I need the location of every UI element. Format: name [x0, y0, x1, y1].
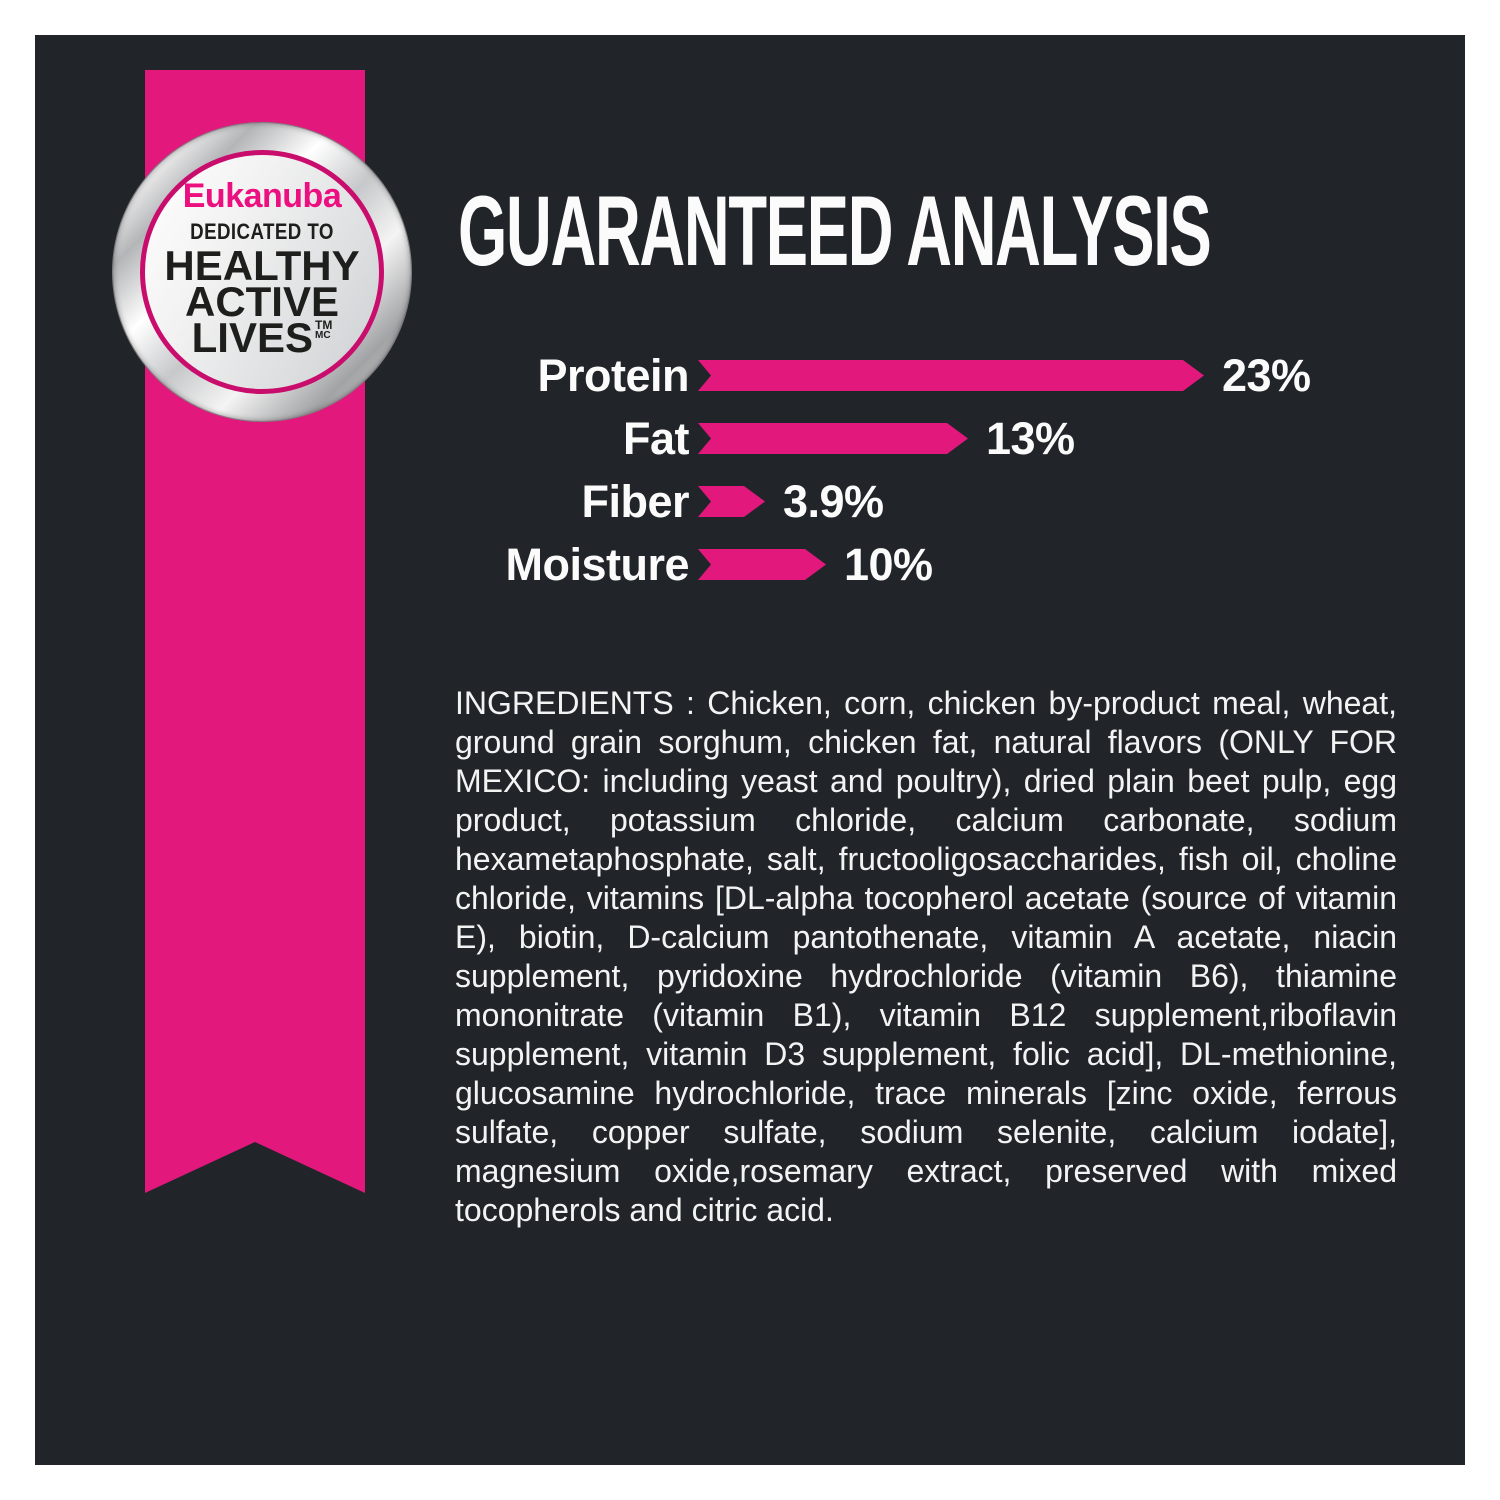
seal-tagline-line: ACTIVE [184, 278, 339, 325]
seal-tagline-lives: LIVES [191, 314, 314, 361]
analysis-bar [698, 423, 968, 454]
analysis-label: Fiber [581, 475, 689, 527]
analysis-value: 13% [986, 412, 1075, 464]
seal-tagline-line: LIVES TM MC [113, 317, 411, 359]
guaranteed-analysis-chart: Protein 23% Fat 13% Fiber 3.9% Moisture … [445, 344, 1311, 596]
analysis-bar [698, 360, 1204, 391]
analysis-row: Fat 13% [445, 407, 1311, 470]
analysis-value: 3.9% [783, 475, 884, 527]
analysis-bar [698, 486, 765, 517]
dark-panel: Eukanuba DEDICATED TO HEALTHY ACTIVE LIV… [35, 35, 1465, 1465]
analysis-label: Fat [623, 412, 690, 464]
trademark-mc: MC [315, 330, 331, 341]
trademark-mark: TM MC [315, 319, 332, 341]
brand-logo: Eukanuba [182, 177, 342, 215]
analysis-row: Fiber 3.9% [445, 470, 1311, 533]
trademark-tm: TM [315, 318, 333, 332]
analysis-value: 23% [1222, 349, 1311, 401]
analysis-value: 10% [844, 538, 933, 590]
healthy-active-lives-seal: Eukanuba DEDICATED TO HEALTHY ACTIVE LIV… [113, 123, 411, 421]
seal-tagline-line: HEALTHY [164, 242, 360, 289]
analysis-label: Moisture [505, 538, 689, 590]
analysis-bar [698, 549, 826, 580]
ingredients-text: INGREDIENTS : Chicken, corn, chicken by-… [455, 685, 1397, 1228]
analysis-label: Protein [537, 349, 689, 401]
seal-tagline-prefix: DEDICATED TO [190, 219, 334, 244]
section-title: GUARANTEED ANALYSIS [458, 175, 1212, 286]
analysis-row: Protein 23% [445, 344, 1311, 407]
seal-pink-ring [140, 150, 384, 394]
analysis-row: Moisture 10% [445, 533, 1311, 596]
